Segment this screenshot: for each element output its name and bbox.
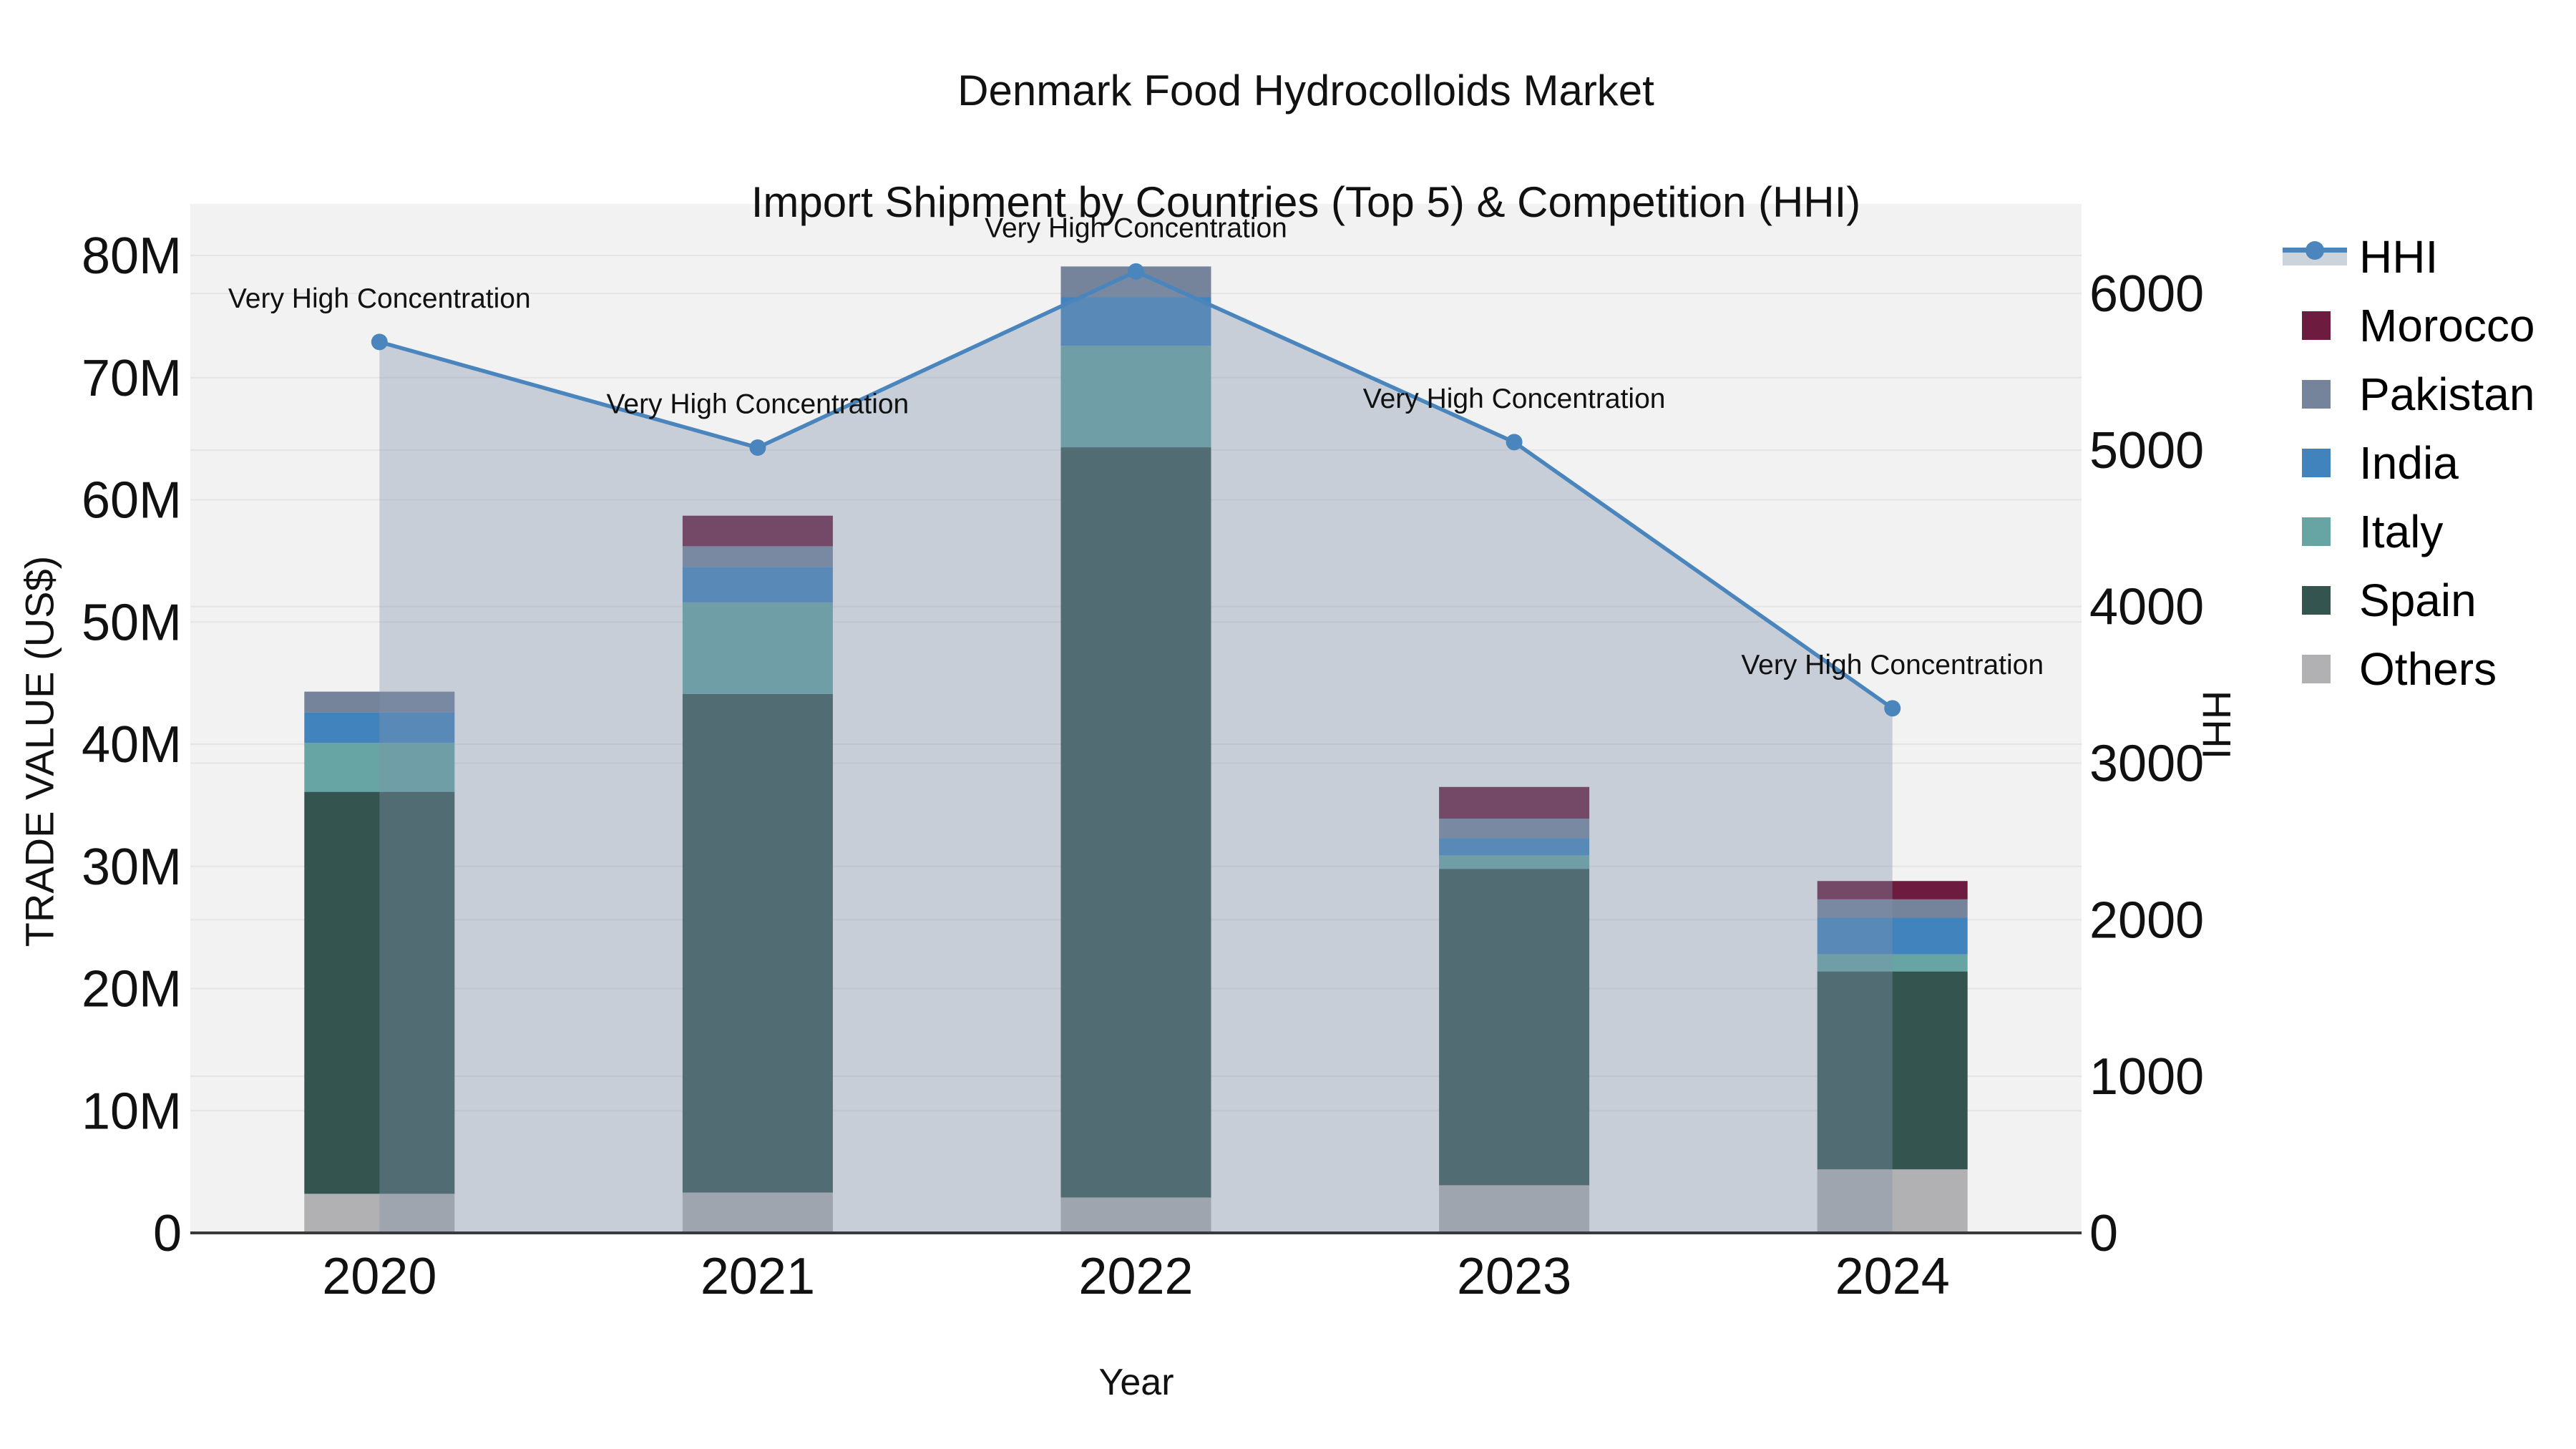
y-right-tick-3000: 3000 — [2089, 736, 2204, 793]
bar-morocco-2024[interactable] — [1817, 881, 1968, 899]
legend-item-italy[interactable]: Italy — [2283, 497, 2534, 566]
legend-label-india: India — [2359, 437, 2459, 489]
y-right-tick-1000: 1000 — [2089, 1048, 2204, 1106]
swatch-icon — [2302, 380, 2331, 409]
legend-swatch-others — [2283, 635, 2347, 703]
legend-label-hhi: HHI — [2359, 231, 2439, 283]
hhi-area — [379, 271, 1893, 1234]
legend-item-hhi[interactable]: HHI — [2283, 223, 2534, 291]
x-axis-title: Year — [1098, 1362, 1174, 1403]
hhi-marker-2024[interactable] — [1884, 700, 1901, 717]
annotation-2023: Very High Concentration — [1363, 384, 1666, 414]
y-left-axis-title: TRADE VALUE (US$) — [16, 555, 62, 947]
annotation-2020: Very High Concentration — [228, 283, 531, 314]
y-left-tick-50M: 50M — [82, 594, 182, 651]
bar-india-2020[interactable] — [304, 712, 455, 743]
y-left-tick-30M: 30M — [82, 839, 182, 896]
bar-india-2021[interactable] — [682, 567, 833, 602]
bar-spain-2023[interactable] — [1439, 869, 1590, 1186]
bar-italy-2021[interactable] — [682, 602, 833, 694]
y-left-tick-40M: 40M — [82, 716, 182, 774]
hhi-marker-2021[interactable] — [749, 439, 766, 457]
y-left-tick-0: 0 — [153, 1205, 182, 1262]
hhi-line-sample-icon — [2283, 223, 2347, 291]
chart-title-line1: Denmark Food Hydrocolloids Market — [957, 67, 1654, 114]
bar-spain-2022[interactable] — [1060, 447, 1211, 1198]
bar-others-2023[interactable] — [1439, 1185, 1590, 1233]
legend-swatch-morocco — [2283, 291, 2347, 360]
legend-label-others: Others — [2359, 643, 2497, 695]
y-right-tick-0: 0 — [2089, 1205, 2118, 1262]
bar-others-2022[interactable] — [1060, 1197, 1211, 1233]
legend-swatch-italy — [2283, 497, 2347, 566]
annotation-2021: Very High Concentration — [607, 389, 909, 420]
hhi-marker-2020[interactable] — [371, 333, 388, 351]
annotation-2022: Very High Concentration — [985, 213, 1287, 243]
chart-title: Denmark Food Hydrocolloids Market Import… — [18, 63, 2576, 230]
bar-italy-2024[interactable] — [1817, 954, 1968, 972]
y-left-tick-70M: 70M — [82, 350, 182, 407]
bar-india-2023[interactable] — [1439, 838, 1590, 856]
legend-swatch-india — [2283, 429, 2347, 497]
swatch-icon — [2302, 449, 2331, 477]
bar-spain-2021[interactable] — [682, 693, 833, 1193]
y-right-axis-title: HHI — [2194, 690, 2240, 760]
bar-italy-2023[interactable] — [1439, 855, 1590, 869]
legend-item-india[interactable]: India — [2283, 429, 2534, 497]
bar-pakistan-2020[interactable] — [304, 691, 455, 713]
chart-title-line2: Import Shipment by Countries (Top 5) & C… — [751, 178, 1861, 226]
x-tick-2023: 2023 — [1457, 1248, 1571, 1305]
x-tick-2020: 2020 — [322, 1248, 436, 1305]
swatch-icon — [2302, 586, 2331, 615]
legend-swatch-spain — [2283, 566, 2347, 635]
y-right-tick-4000: 4000 — [2089, 579, 2204, 636]
legend-label-pakistan: Pakistan — [2359, 369, 2535, 420]
bar-morocco-2023[interactable] — [1439, 786, 1590, 819]
x-tick-2024: 2024 — [1835, 1248, 1950, 1305]
bar-spain-2020[interactable] — [304, 791, 455, 1194]
bar-india-2022[interactable] — [1060, 297, 1211, 346]
hhi-marker-2023[interactable] — [1506, 434, 1523, 451]
legend-item-others[interactable]: Others — [2283, 635, 2534, 703]
legend-label-italy: Italy — [2359, 506, 2444, 557]
bar-spain-2024[interactable] — [1817, 971, 1968, 1170]
hhi-marker-2022[interactable] — [1128, 263, 1144, 280]
y-left-tick-80M: 80M — [82, 228, 182, 285]
y-left-tick-10M: 10M — [82, 1083, 182, 1140]
bar-italy-2022[interactable] — [1060, 346, 1211, 448]
bar-pakistan-2024[interactable] — [1817, 899, 1968, 918]
y-left-tick-60M: 60M — [82, 472, 182, 530]
legend-label-spain: Spain — [2359, 575, 2477, 626]
bar-others-2020[interactable] — [304, 1194, 455, 1233]
annotation-2024: Very High Concentration — [1741, 650, 2044, 680]
legend: HHI Morocco Pakistan India Italy Spain Others — [2283, 223, 2534, 703]
y-right-tick-5000: 5000 — [2089, 422, 2204, 479]
bar-morocco-2021[interactable] — [682, 515, 833, 547]
bar-italy-2020[interactable] — [304, 743, 455, 792]
hhi-marker-sample — [2306, 241, 2324, 260]
legend-item-morocco[interactable]: Morocco — [2283, 291, 2534, 360]
swatch-icon — [2302, 517, 2331, 546]
legend-item-pakistan[interactable]: Pakistan — [2283, 360, 2534, 429]
y-right-tick-2000: 2000 — [2089, 892, 2204, 949]
swatch-icon — [2302, 311, 2331, 340]
swatch-icon — [2302, 655, 2331, 683]
y-right-tick-6000: 6000 — [2089, 265, 2204, 323]
bar-others-2024[interactable] — [1817, 1169, 1968, 1233]
legend-item-spain[interactable]: Spain — [2283, 566, 2534, 635]
x-axis-line — [190, 1231, 2082, 1234]
x-tick-2021: 2021 — [701, 1248, 815, 1305]
legend-label-morocco: Morocco — [2359, 300, 2535, 351]
bar-india-2024[interactable] — [1817, 917, 1968, 955]
x-tick-2022: 2022 — [1078, 1248, 1193, 1305]
bar-pakistan-2021[interactable] — [682, 546, 833, 567]
legend-swatch-pakistan — [2283, 360, 2347, 429]
y-left-tick-20M: 20M — [82, 961, 182, 1018]
bar-pakistan-2023[interactable] — [1439, 819, 1590, 839]
bar-others-2021[interactable] — [682, 1192, 833, 1233]
